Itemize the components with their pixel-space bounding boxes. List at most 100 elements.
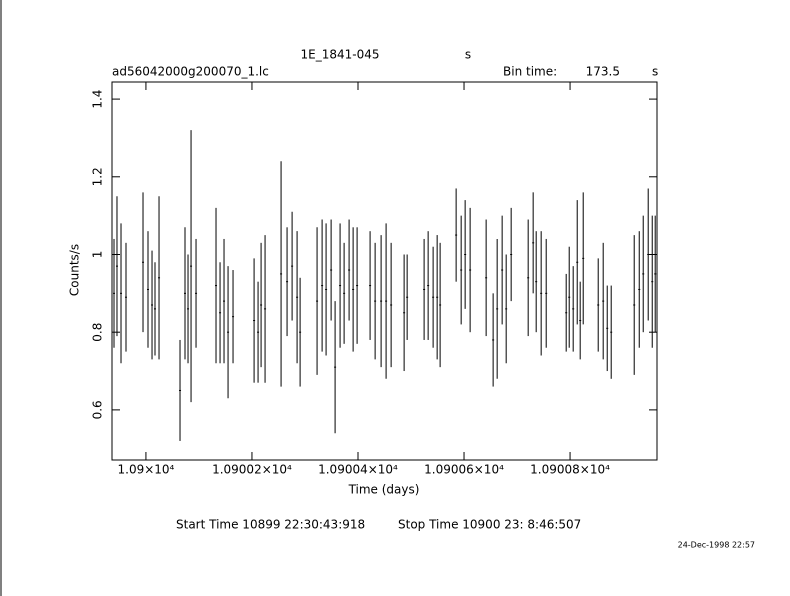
data-point	[115, 265, 118, 267]
data-point	[291, 265, 294, 267]
data-point	[501, 269, 504, 271]
data-point	[369, 285, 372, 287]
data-point	[158, 277, 161, 279]
data-point	[151, 304, 154, 306]
data-point	[296, 296, 299, 298]
data-point	[153, 308, 156, 310]
data-point	[545, 292, 548, 294]
data-point	[647, 253, 650, 255]
data-point	[390, 304, 393, 306]
bin-time: 173.5	[586, 65, 620, 79]
y-tick-label: 0.8	[91, 323, 105, 342]
data-point	[602, 300, 605, 302]
y-tick-label: 0.6	[91, 400, 105, 419]
y-tick-label: 1.4	[91, 90, 105, 109]
data-point	[485, 277, 488, 279]
data-point	[535, 281, 538, 283]
chart-title: 1E_1841-045	[301, 48, 380, 62]
data-point	[439, 304, 442, 306]
bin-time-label: Bin time:	[503, 65, 557, 79]
data-point	[219, 312, 222, 314]
data-point	[579, 320, 582, 322]
data-point	[638, 288, 641, 290]
plot-frame	[111, 81, 658, 461]
x-tick-label: 1.09008×10⁴	[530, 463, 610, 477]
data-point	[190, 265, 193, 267]
stop-time: Stop Time 10900 23: 8:46:507	[398, 518, 581, 532]
data-point	[146, 288, 149, 290]
x-tick-label: 1.09004×10⁴	[318, 463, 398, 477]
subtitle: ad56042000g200070_1.lc	[112, 65, 269, 79]
data-point	[280, 273, 283, 275]
data-point	[113, 292, 116, 294]
x-tick-label: 1.09×10⁴	[118, 463, 175, 477]
data-point	[356, 285, 359, 287]
data-point	[606, 327, 609, 329]
data-point	[572, 308, 575, 310]
data-point	[597, 304, 600, 306]
data-point	[565, 312, 568, 314]
data-point	[455, 234, 458, 236]
data-point	[427, 285, 430, 287]
data-point	[124, 296, 127, 298]
data-point	[215, 285, 218, 287]
data-point	[633, 304, 636, 306]
data-point	[184, 292, 187, 294]
data-point	[496, 308, 499, 310]
data-point	[260, 304, 263, 306]
data-point	[436, 296, 439, 298]
x-axis-label: Time (days)	[348, 483, 420, 497]
data-point	[403, 312, 406, 314]
data-point	[352, 288, 355, 290]
data-point	[253, 320, 256, 322]
data-point	[232, 316, 235, 318]
data-point	[510, 253, 513, 255]
data-point	[540, 292, 543, 294]
data-point	[610, 331, 613, 333]
data-point	[532, 242, 535, 244]
data-point	[334, 366, 337, 368]
data-point	[316, 300, 319, 302]
data-point	[460, 269, 463, 271]
data-point	[343, 292, 346, 294]
data-point	[642, 273, 645, 275]
data-point	[423, 288, 426, 290]
start-time: Start Time 10899 22:30:43:918	[176, 518, 365, 532]
data-point	[195, 292, 198, 294]
data-point	[264, 308, 267, 310]
data-point	[527, 277, 530, 279]
data-point	[142, 261, 145, 263]
y-axis-label: Counts/s	[68, 244, 82, 296]
data-point	[380, 300, 383, 302]
data-point	[325, 288, 328, 290]
data-point	[374, 300, 377, 302]
data-point	[120, 292, 123, 294]
data-point	[464, 253, 467, 255]
data-point	[330, 269, 333, 271]
data-point	[187, 308, 190, 310]
title-unit: s	[465, 48, 471, 62]
x-tick-label: 1.09006×10⁴	[424, 463, 504, 477]
data-point	[651, 281, 654, 283]
data-point	[406, 296, 409, 298]
data-point	[223, 300, 226, 302]
data-point	[568, 296, 571, 298]
data-point	[286, 281, 289, 283]
data-point	[179, 389, 182, 391]
data-point	[339, 285, 342, 287]
data-point	[582, 257, 585, 259]
data-point	[576, 261, 579, 263]
data-point	[348, 269, 351, 271]
data-point	[492, 339, 495, 341]
y-tick-label: 1	[91, 251, 105, 259]
data-point	[505, 308, 508, 310]
data-point	[299, 331, 302, 333]
bin-time-unit: s	[652, 65, 658, 79]
data-point	[469, 269, 472, 271]
data-point	[321, 285, 324, 287]
data-point	[432, 296, 435, 298]
date-stamp: 24-Dec-1998 22:57	[678, 541, 755, 550]
y-tick-label: 1.2	[91, 167, 105, 186]
data-point	[257, 331, 260, 333]
